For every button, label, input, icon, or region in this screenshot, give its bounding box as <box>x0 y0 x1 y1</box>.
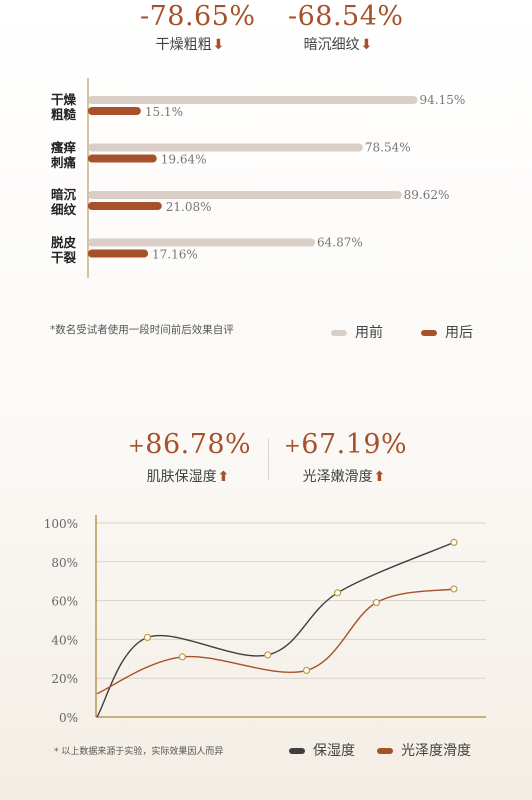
top-stat-dullness: -68.54% 暗沉细纹⬇ <box>288 1 404 54</box>
bar-value-label-before: 64.87% <box>317 236 363 250</box>
bar-value-label-before: 89.62% <box>404 188 450 202</box>
bar-after <box>88 154 157 163</box>
bar-value-label-before: 78.54% <box>365 141 411 155</box>
line-chart-svg: 0% 20% 40% 60% 80% 100% <box>44 515 486 725</box>
stat-sign: + <box>284 433 302 457</box>
mid-stat-moisture: +86.78% 肌肤保湿度⬆ <box>128 429 252 486</box>
arrow-down-icon: ⬇ <box>212 37 225 53</box>
arrow-up-icon: ⬆ <box>217 469 230 485</box>
arrow-up-icon: ⬆ <box>373 469 386 485</box>
line-chart: 0% 20% 40% 60% 80% 100% <box>0 505 532 735</box>
bar-category-label: 脱皮 干裂 <box>50 234 76 265</box>
bar-before <box>88 143 363 152</box>
y-tick-label: 80% <box>51 556 78 570</box>
line-legend-moisture: 保湿度 <box>289 740 355 760</box>
data-point <box>302 666 311 675</box>
mid-stat-gloss: +67.19% 光泽嫩滑度⬆ <box>284 429 408 486</box>
data-point <box>372 598 380 607</box>
bar-value-label-after: 15.1% <box>145 105 183 119</box>
stat-label: 干燥粗粗 <box>155 37 212 53</box>
data-point <box>450 585 458 593</box>
bar-chart: 94.15% 15.1% 78.54% 19.64% 89.62% 21.08% 64.87… <box>0 78 532 288</box>
bar-after <box>88 249 149 258</box>
stat-sign: + <box>128 433 146 457</box>
data-point <box>143 633 152 642</box>
data-point <box>178 653 186 661</box>
bar-after <box>88 107 141 115</box>
y-tick-label: 60% <box>51 595 78 609</box>
stat-value: 67.19% <box>301 429 408 460</box>
series-line <box>96 541 455 718</box>
bar-chart-svg: 94.15% 15.1% 78.54% 19.64% 89.62% 21.08% 64.87… <box>87 78 466 278</box>
data-point <box>264 651 272 659</box>
y-tick-label: 0% <box>59 711 78 725</box>
bar-category-label: 干燥 粗糙 <box>50 92 76 122</box>
legend-swatch-gloss <box>377 748 393 754</box>
data-point <box>450 538 458 547</box>
stat-divider <box>268 438 269 480</box>
bar-chart-note: *数名受试者使用一段时间前后效果自评 <box>50 324 234 336</box>
y-tick-label: 40% <box>51 633 78 647</box>
legend-label: 用前 <box>355 325 383 341</box>
legend-label: 光泽度滑度 <box>401 743 471 759</box>
stat-label: 光泽嫩滑度 <box>302 469 373 485</box>
stat-value: -68.54% <box>288 1 404 32</box>
y-tick-label: 20% <box>51 672 78 686</box>
stat-value: -78.65% <box>140 1 256 32</box>
bar-value-label-before: 94.15% <box>420 93 466 107</box>
stat-value: 86.78% <box>145 429 252 460</box>
legend-label: 用后 <box>445 325 473 341</box>
line-legend-gloss: 光泽度滑度 <box>377 740 471 760</box>
bar-category-label: 瘙痒 刺痛 <box>50 139 76 170</box>
bar-value-label-after: 17.16% <box>152 248 198 262</box>
line-chart-note: * 以上数据来源于实验，实际效果因人而异 <box>54 747 224 757</box>
arrow-down-icon: ⬇ <box>360 37 373 53</box>
bar-legend-before: 用前 <box>331 322 383 342</box>
data-point <box>333 589 342 597</box>
stat-label: 肌肤保湿度 <box>146 469 217 485</box>
bar-after <box>88 202 162 210</box>
bar-before <box>88 96 418 104</box>
bar-legend-after: 用后 <box>421 322 473 342</box>
bar-value-label-after: 19.64% <box>161 153 207 167</box>
stat-label: 暗沉细纹 <box>303 37 360 53</box>
legend-label: 保湿度 <box>313 743 355 759</box>
legend-swatch-after <box>421 330 437 336</box>
bar-before <box>88 238 316 247</box>
legend-swatch-before <box>331 330 347 336</box>
legend-swatch-moisture <box>289 748 305 754</box>
bar-category-label: 暗沉 细纹 <box>50 187 76 217</box>
bar-before <box>88 191 402 199</box>
top-stat-dryness: -78.65% 干燥粗粗⬇ <box>140 1 256 54</box>
bar-value-label-after: 21.08% <box>166 200 212 214</box>
y-tick-label: 100% <box>44 517 78 531</box>
